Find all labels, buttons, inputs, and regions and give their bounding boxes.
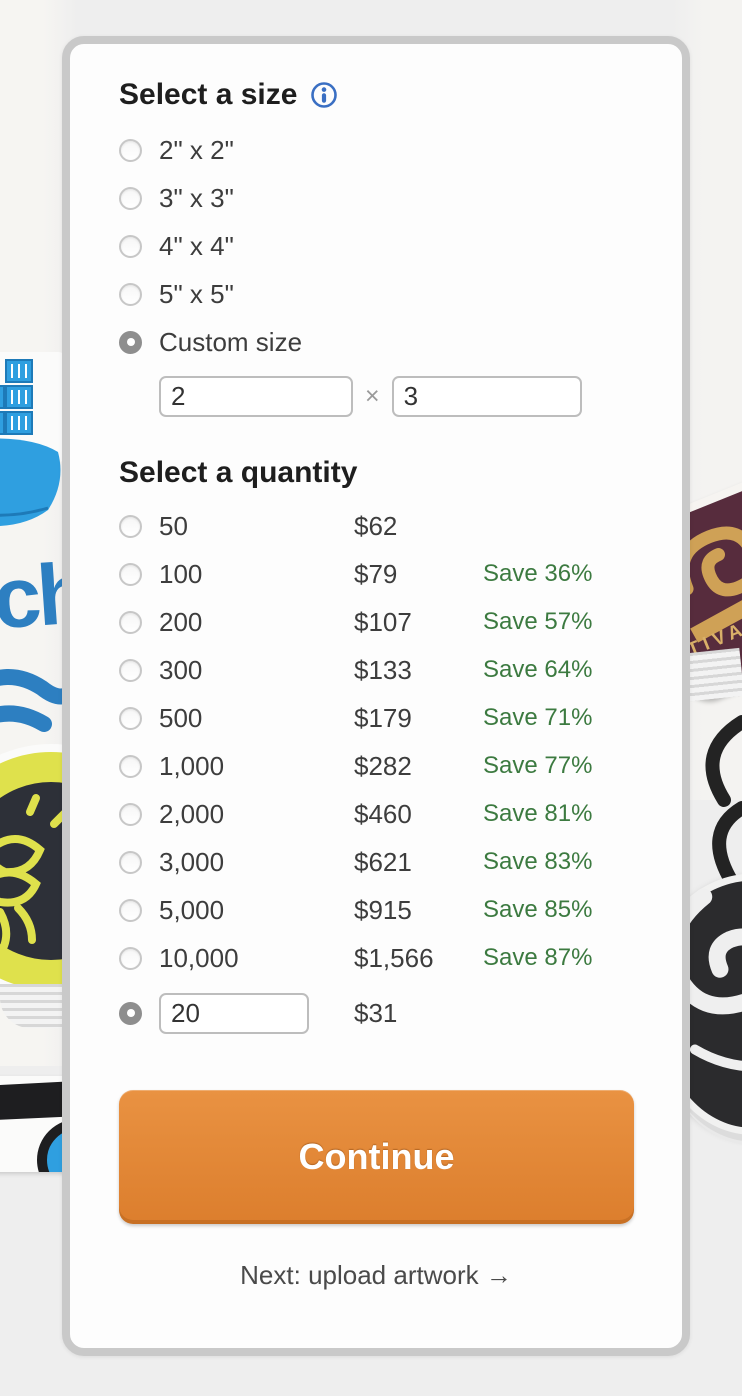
wave-lines-sticker bbox=[0, 669, 72, 732]
quantity-option-radio[interactable] bbox=[119, 706, 142, 730]
quantity-option-row[interactable]: 3,000 $621 Save 83% bbox=[119, 838, 633, 886]
quantity-option-row[interactable]: 200 $107 Save 57% bbox=[119, 598, 633, 646]
custom-size-row: × bbox=[159, 370, 633, 422]
quantity-option-radio[interactable] bbox=[119, 850, 142, 874]
hop-glyph-icon bbox=[0, 794, 88, 950]
quantity-option-radio[interactable] bbox=[119, 754, 142, 778]
custom-quantity-row[interactable]: $31 bbox=[119, 984, 633, 1042]
quantity-option-price: $282 bbox=[354, 750, 412, 781]
quantity-option-price: $133 bbox=[354, 654, 412, 685]
size-option-radio[interactable] bbox=[119, 330, 142, 354]
size-option-row[interactable]: 3" x 3" bbox=[119, 174, 633, 222]
next-step-hint: Next: upload artwork → bbox=[240, 1260, 512, 1290]
black-arcs-sticker bbox=[705, 715, 742, 889]
quantity-option-save: Save 85% bbox=[483, 896, 593, 923]
quantity-option-label: 5,000 bbox=[159, 894, 225, 925]
quantity-option-save: Save 36% bbox=[483, 560, 593, 587]
size-option-label: 5" x 5" bbox=[159, 278, 234, 309]
size-options-list: 2" x 2" 3" x 3" 4" x 4" 5" x 5" Custom size bbox=[119, 126, 633, 366]
quantity-option-price: $915 bbox=[354, 894, 412, 925]
quantity-option-label: 10,000 bbox=[159, 942, 239, 973]
size-option-row[interactable]: 5" x 5" bbox=[119, 270, 633, 318]
size-option-radio[interactable] bbox=[119, 138, 142, 162]
size-option-radio[interactable] bbox=[119, 234, 142, 258]
festival-sticker: TIVAL bbox=[622, 467, 742, 707]
quantity-option-row[interactable]: 1,000 $282 Save 77% bbox=[119, 742, 633, 790]
quantity-option-row[interactable]: 100 $79 Save 36% bbox=[119, 550, 633, 598]
quantity-option-row[interactable]: 5,000 $915 Save 85% bbox=[119, 886, 633, 934]
size-option-label: 2" x 2" bbox=[159, 134, 234, 165]
quantity-option-row[interactable]: 50 $62 bbox=[119, 502, 633, 550]
quantity-title-text: Select a quantity bbox=[119, 456, 358, 489]
quantity-option-label: 200 bbox=[159, 606, 203, 637]
info-icon[interactable] bbox=[310, 81, 338, 109]
size-option-label: 3" x 3" bbox=[159, 182, 234, 213]
quantity-option-row[interactable]: 10,000 $1,566 Save 87% bbox=[119, 934, 633, 982]
quantity-option-save: Save 57% bbox=[483, 608, 593, 635]
custom-quantity-input[interactable] bbox=[159, 992, 309, 1034]
custom-height-input[interactable] bbox=[391, 375, 582, 417]
quantity-option-radio[interactable] bbox=[119, 802, 142, 826]
quantity-option-save: Save 71% bbox=[483, 704, 593, 731]
quantity-option-row[interactable]: 2,000 $460 Save 81% bbox=[119, 790, 633, 838]
quantity-option-radio[interactable] bbox=[119, 562, 142, 586]
custom-quantity-radio[interactable] bbox=[119, 1001, 142, 1025]
docker-wordmark-sticker: ch bbox=[0, 545, 89, 648]
quantity-option-label: 100 bbox=[159, 558, 203, 589]
quantity-option-label: 500 bbox=[159, 702, 203, 733]
quantity-option-save: Save 83% bbox=[483, 848, 593, 875]
docker-whale-sticker bbox=[0, 352, 68, 526]
quantity-option-save: Save 64% bbox=[483, 656, 593, 683]
quantity-option-price: $62 bbox=[354, 510, 398, 541]
quantity-options-list: 50 $62 100 $79 Save 36% 200 $107 Save 57% 300 $13… bbox=[119, 502, 633, 982]
size-option-row[interactable]: 4" x 4" bbox=[119, 222, 633, 270]
quantity-option-label: 3,000 bbox=[159, 846, 225, 877]
custom-quantity-price: $31 bbox=[354, 997, 398, 1028]
quantity-option-price: $1,566 bbox=[354, 942, 434, 973]
quantity-option-label: 50 bbox=[159, 510, 188, 541]
quantity-option-price: $621 bbox=[354, 846, 412, 877]
quantity-option-save: Save 81% bbox=[483, 800, 593, 827]
quantity-option-price: $460 bbox=[354, 798, 412, 829]
quantity-option-label: 300 bbox=[159, 654, 203, 685]
continue-button[interactable]: Continue bbox=[119, 1090, 634, 1224]
quantity-section-title: Select a quantity bbox=[119, 456, 633, 490]
quantity-option-save: Save 77% bbox=[483, 752, 593, 779]
quantity-option-radio[interactable] bbox=[119, 610, 142, 634]
size-option-row[interactable]: Custom size bbox=[119, 318, 633, 366]
custom-width-input[interactable] bbox=[159, 375, 353, 417]
quantity-option-save: Save 87% bbox=[483, 944, 593, 971]
order-card: Select a size 2" x 2" 3" x 3" 4" x 4" 5" x … bbox=[62, 36, 690, 1356]
size-title-text: Select a size bbox=[119, 78, 298, 111]
quantity-option-label: 2,000 bbox=[159, 798, 225, 829]
quantity-option-row[interactable]: 500 $179 Save 71% bbox=[119, 694, 633, 742]
quantity-option-radio[interactable] bbox=[119, 898, 142, 922]
quantity-option-price: $107 bbox=[354, 606, 412, 637]
size-option-radio[interactable] bbox=[119, 186, 142, 210]
quantity-option-price: $79 bbox=[354, 558, 398, 589]
quantity-option-price: $179 bbox=[354, 702, 412, 733]
size-section-title: Select a size bbox=[119, 78, 633, 112]
quantity-option-radio[interactable] bbox=[119, 658, 142, 682]
size-option-label: 4" x 4" bbox=[159, 230, 234, 261]
times-separator: × bbox=[365, 381, 380, 410]
size-option-radio[interactable] bbox=[119, 282, 142, 306]
quantity-option-radio[interactable] bbox=[119, 514, 142, 538]
quantity-option-radio[interactable] bbox=[119, 946, 142, 970]
quantity-option-label: 1,000 bbox=[159, 750, 225, 781]
quantity-option-row[interactable]: 300 $133 Save 64% bbox=[119, 646, 633, 694]
size-option-label: Custom size bbox=[159, 326, 303, 357]
size-option-row[interactable]: 2" x 2" bbox=[119, 126, 633, 174]
